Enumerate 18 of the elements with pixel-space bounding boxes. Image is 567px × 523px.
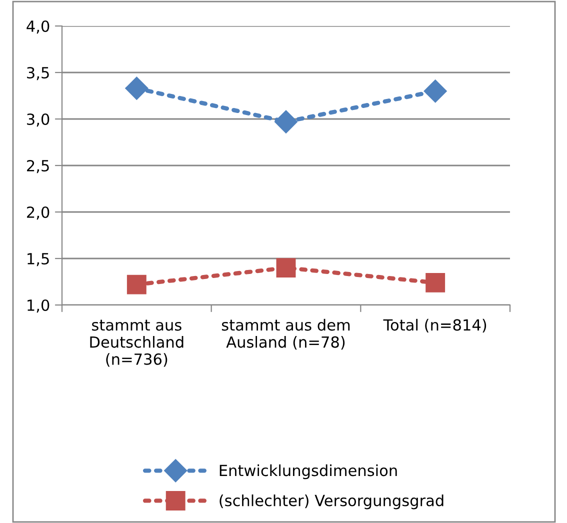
point (125, 76, 148, 100)
legend-label: (schlechter) Versorgungsgrad (220, 494, 444, 510)
point (274, 110, 298, 134)
x-tick-label: stammt aus dem Ausland (n=78) (222, 318, 350, 350)
point (426, 272, 446, 292)
point (424, 80, 447, 103)
point (276, 258, 296, 278)
y-tick-label: 2,0 (27, 206, 50, 220)
y-tick-label: 1,5 (28, 253, 49, 266)
y-tick-label: 4,0 (26, 20, 50, 34)
y-tick-label: 2,5 (27, 160, 49, 174)
x-tick-label: stammt aus Deutschland (n=736) (90, 320, 184, 367)
y-tick-label: 3,5 (27, 66, 49, 80)
legend-label: Entwicklungsdimension (220, 464, 397, 480)
point (126, 274, 146, 294)
y-tick-label: 1,0 (28, 299, 50, 313)
x-tick-label: Total (n=814) (383, 318, 486, 333)
y-tick-label: 3,0 (27, 113, 50, 127)
